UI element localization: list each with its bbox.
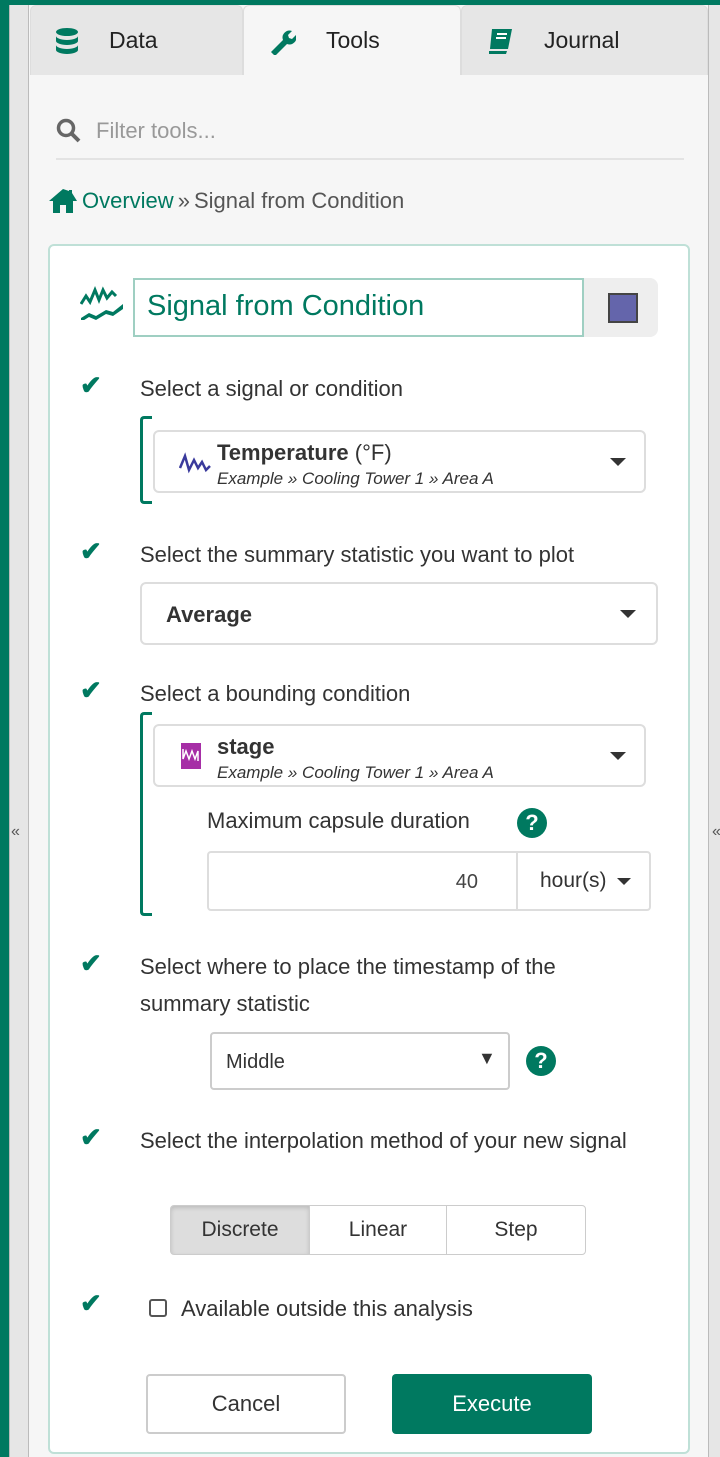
step-label: Select the interpolation method of your … bbox=[140, 1128, 627, 1153]
breadcrumb-current: Signal from Condition bbox=[193, 188, 405, 213]
caret-down-icon bbox=[620, 610, 636, 618]
caret-down-icon: ▼ bbox=[478, 1048, 496, 1068]
breadcrumb-overview-link[interactable]: Overview bbox=[82, 188, 174, 213]
signal-name: Temperature bbox=[217, 440, 349, 465]
help-icon[interactable]: ? bbox=[526, 1046, 556, 1076]
app-border-left bbox=[0, 0, 9, 1457]
duration-input[interactable]: 40 bbox=[209, 853, 518, 909]
color-picker[interactable] bbox=[584, 278, 658, 337]
step-label: Select where to place the timestamp of t… bbox=[140, 954, 556, 1016]
database-icon bbox=[56, 27, 78, 54]
condition-icon bbox=[181, 743, 201, 769]
caret-down-icon bbox=[610, 458, 626, 466]
condition-select[interactable]: stage Example » Cooling Tower 1 » Area A bbox=[153, 724, 646, 787]
wrench-icon bbox=[271, 30, 296, 55]
collapse-left-icon[interactable]: « bbox=[11, 823, 20, 840]
collapse-right-icon[interactable]: « bbox=[712, 823, 720, 841]
condition-path: Example » Cooling Tower 1 » Area A bbox=[217, 763, 494, 782]
check-icon: ✔ bbox=[80, 1288, 102, 1318]
condition-name: stage bbox=[217, 734, 275, 759]
search-placeholder: Filter tools... bbox=[96, 118, 216, 143]
interpolation-step[interactable]: Step bbox=[446, 1205, 586, 1255]
signal-path: Example » Cooling Tower 1 » Area A bbox=[217, 469, 494, 488]
caret-down-icon bbox=[610, 752, 626, 760]
tab-tools[interactable]: Tools bbox=[243, 5, 461, 75]
signal-from-condition-icon bbox=[80, 286, 123, 320]
check-icon: ✔ bbox=[80, 1122, 102, 1152]
scope-label: Available outside this analysis bbox=[181, 1296, 473, 1321]
book-icon bbox=[489, 28, 512, 54]
filter-tools-input[interactable]: Filter tools... bbox=[56, 104, 684, 160]
caret-down-icon bbox=[617, 878, 631, 885]
signal-select[interactable]: Temperature (°F) Example » Cooling Tower… bbox=[153, 430, 646, 493]
check-icon: ✔ bbox=[80, 675, 102, 705]
app-border bbox=[0, 0, 720, 5]
duration-unit: hour(s) bbox=[540, 869, 607, 892]
home-icon[interactable] bbox=[48, 188, 78, 214]
bracket bbox=[140, 416, 152, 504]
check-icon: ✔ bbox=[80, 370, 102, 400]
timestamp-select[interactable]: Middle ▼ bbox=[210, 1032, 510, 1090]
step-label: Select a bounding condition bbox=[140, 681, 411, 706]
step-label: Select a signal or condition bbox=[140, 376, 403, 401]
duration-group: 40 hour(s) bbox=[207, 851, 651, 911]
step-label: Select the summary statistic you want to… bbox=[140, 542, 575, 567]
interpolation-linear[interactable]: Linear bbox=[309, 1205, 447, 1255]
timestamp-value: Middle bbox=[226, 1051, 285, 1073]
tab-label: Tools bbox=[326, 27, 380, 53]
duration-unit-select[interactable]: hour(s) bbox=[520, 853, 649, 909]
search-icon bbox=[56, 118, 81, 143]
scope-checkbox[interactable] bbox=[149, 1299, 167, 1317]
tool-name-input[interactable]: Signal from Condition bbox=[133, 278, 584, 337]
cancel-button[interactable]: Cancel bbox=[146, 1374, 346, 1434]
bracket bbox=[140, 712, 152, 916]
execute-button[interactable]: Execute bbox=[392, 1374, 592, 1434]
check-icon: ✔ bbox=[80, 948, 102, 978]
signal-unit: (°F) bbox=[354, 440, 392, 465]
tab-data[interactable]: Data bbox=[30, 5, 243, 75]
help-icon[interactable]: ? bbox=[517, 808, 547, 838]
interpolation-discrete[interactable]: Discrete bbox=[170, 1205, 310, 1255]
right-collapse-bar[interactable]: « bbox=[708, 5, 720, 1457]
tab-label: Journal bbox=[544, 27, 620, 53]
duration-label: Maximum capsule duration bbox=[207, 808, 470, 833]
breadcrumb: Overview » Signal from Condition bbox=[48, 188, 404, 214]
signal-icon bbox=[179, 452, 211, 474]
color-swatch bbox=[608, 293, 638, 323]
breadcrumb-separator: » bbox=[177, 188, 190, 213]
check-icon: ✔ bbox=[80, 536, 102, 566]
statistic-select[interactable]: Average bbox=[140, 582, 658, 645]
statistic-value: Average bbox=[166, 602, 253, 627]
tab-label: Data bbox=[109, 27, 158, 53]
left-collapse-bar[interactable]: « bbox=[9, 5, 29, 1457]
tab-journal[interactable]: Journal bbox=[461, 5, 708, 75]
